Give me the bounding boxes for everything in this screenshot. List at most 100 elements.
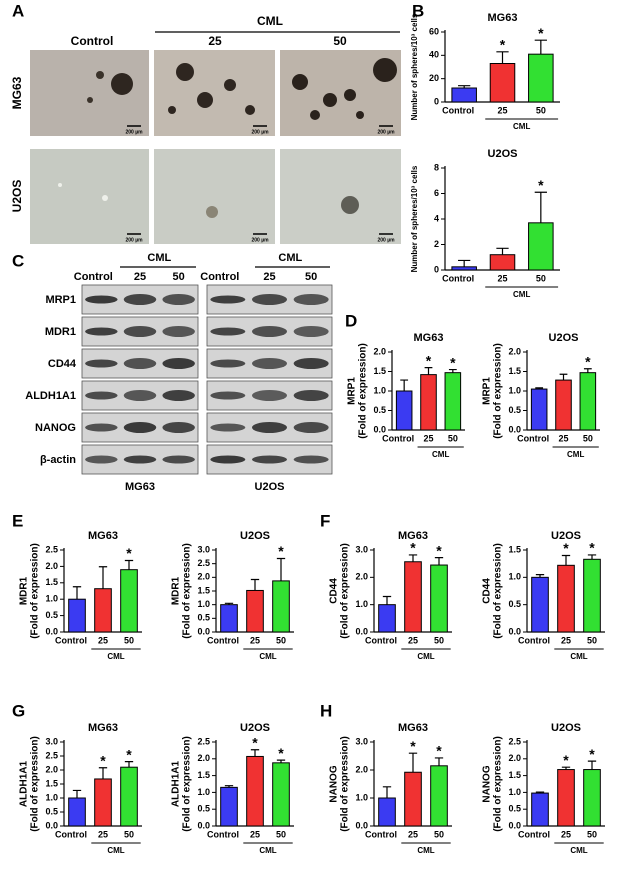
x-tick-label: Control xyxy=(207,635,239,645)
y-tick-label: 1.5 xyxy=(508,366,521,376)
error-bar xyxy=(583,368,592,373)
significance: * xyxy=(436,743,442,759)
micrograph xyxy=(154,149,275,244)
group-label: CML xyxy=(570,846,587,855)
y-tick-label: 4 xyxy=(434,213,439,223)
y-tick-label: 2.0 xyxy=(197,572,210,582)
error-bar xyxy=(458,85,471,88)
blot-band xyxy=(162,455,195,464)
x-tick-label: 25 xyxy=(497,273,507,283)
error-bar xyxy=(382,786,392,798)
scale-bar-label: 200 µm xyxy=(125,237,143,243)
bar xyxy=(220,604,238,633)
column-label: 50 xyxy=(333,34,347,48)
group-label: CML xyxy=(417,846,434,855)
y-tick-label: 1.0 xyxy=(45,792,58,802)
significance: * xyxy=(563,540,569,556)
blot-band xyxy=(210,359,246,368)
bar xyxy=(94,778,112,827)
y-tick-label: 0.5 xyxy=(45,610,58,620)
bar xyxy=(451,87,477,103)
column-label: 25 xyxy=(134,271,146,283)
x-tick-label: Control xyxy=(365,829,397,839)
panel-label: H xyxy=(320,701,332,720)
bar xyxy=(528,222,554,271)
bar xyxy=(272,762,290,827)
y-tick-label: 0.5 xyxy=(45,806,58,816)
x-tick-label: Control xyxy=(442,273,474,283)
panel-label: A xyxy=(12,1,24,20)
blot-band xyxy=(252,422,287,433)
significance: * xyxy=(563,752,569,768)
bar xyxy=(430,765,448,827)
y-axis-label: (Fold of expression) xyxy=(493,736,504,832)
y-tick-label: 0.5 xyxy=(197,804,210,814)
significance: * xyxy=(278,543,284,559)
chart-title: U2OS xyxy=(549,332,579,344)
x-tick-label: Control xyxy=(55,829,87,839)
y-axis-label: (Fold of expression) xyxy=(30,543,41,639)
significance: * xyxy=(126,545,132,561)
bar xyxy=(420,374,437,431)
sphere xyxy=(168,106,176,114)
y-axis-label: ALDH1A1 xyxy=(19,761,30,808)
y-tick-label: 20 xyxy=(429,73,439,83)
y-tick-label: 2.5 xyxy=(197,558,210,568)
chart-title: MG63 xyxy=(88,722,118,734)
error-bar xyxy=(458,259,471,267)
scale-bar-label: 200 µm xyxy=(251,129,269,135)
y-tick-label: 3.0 xyxy=(45,736,58,746)
error-bar xyxy=(400,379,409,391)
group-label: CML xyxy=(259,652,276,661)
x-tick-label: 50 xyxy=(434,635,444,645)
x-tick-label: 25 xyxy=(561,829,571,839)
blot-band xyxy=(162,422,195,433)
error-bar xyxy=(561,554,571,566)
chart-title: U2OS xyxy=(551,530,581,542)
y-tick-label: 2.0 xyxy=(197,753,210,763)
error-bar xyxy=(124,761,134,768)
x-tick-label: Control xyxy=(207,829,239,839)
y-tick-label: 2.5 xyxy=(45,750,58,760)
error-bar xyxy=(250,749,260,757)
blot-band xyxy=(210,455,246,464)
y-tick-label: 0.0 xyxy=(508,626,521,636)
sphere xyxy=(245,105,255,115)
y-axis-label: (Fold of expression) xyxy=(493,543,504,639)
bar xyxy=(528,53,554,103)
bar xyxy=(583,769,601,827)
error-bar xyxy=(496,51,509,64)
blot-band xyxy=(293,455,329,464)
blot-band xyxy=(162,326,195,337)
error-bar xyxy=(72,586,82,600)
blot-band xyxy=(123,390,157,401)
error-bar xyxy=(535,387,544,390)
y-tick-label: 1.5 xyxy=(45,577,58,587)
y-axis-label: CD44 xyxy=(329,578,340,604)
panel-label: E xyxy=(12,511,23,530)
group-label: CML xyxy=(278,252,302,264)
x-tick-label: 50 xyxy=(587,829,597,839)
significance: * xyxy=(589,746,595,762)
blot-band xyxy=(85,359,118,368)
x-tick-label: 50 xyxy=(448,433,458,443)
error-bar xyxy=(561,766,571,770)
blot-band xyxy=(162,390,195,401)
blot-band xyxy=(252,326,287,337)
chart-title: MG63 xyxy=(398,722,428,734)
blot-band xyxy=(123,422,157,433)
row-label: CD44 xyxy=(48,358,77,370)
y-axis-label: MRP1 xyxy=(347,377,358,405)
y-axis-label: (Fold of expression) xyxy=(182,736,193,832)
cell-cluster xyxy=(341,196,359,214)
bar xyxy=(489,254,516,271)
error-bar xyxy=(224,602,234,605)
micrograph xyxy=(30,149,149,244)
panel-label: B xyxy=(412,1,424,20)
x-tick-label: 25 xyxy=(250,829,260,839)
panel-label: D xyxy=(345,311,357,330)
y-axis-label: (Fold of expression) xyxy=(358,343,369,439)
cell-cluster xyxy=(102,195,108,201)
error-bar xyxy=(98,767,108,779)
